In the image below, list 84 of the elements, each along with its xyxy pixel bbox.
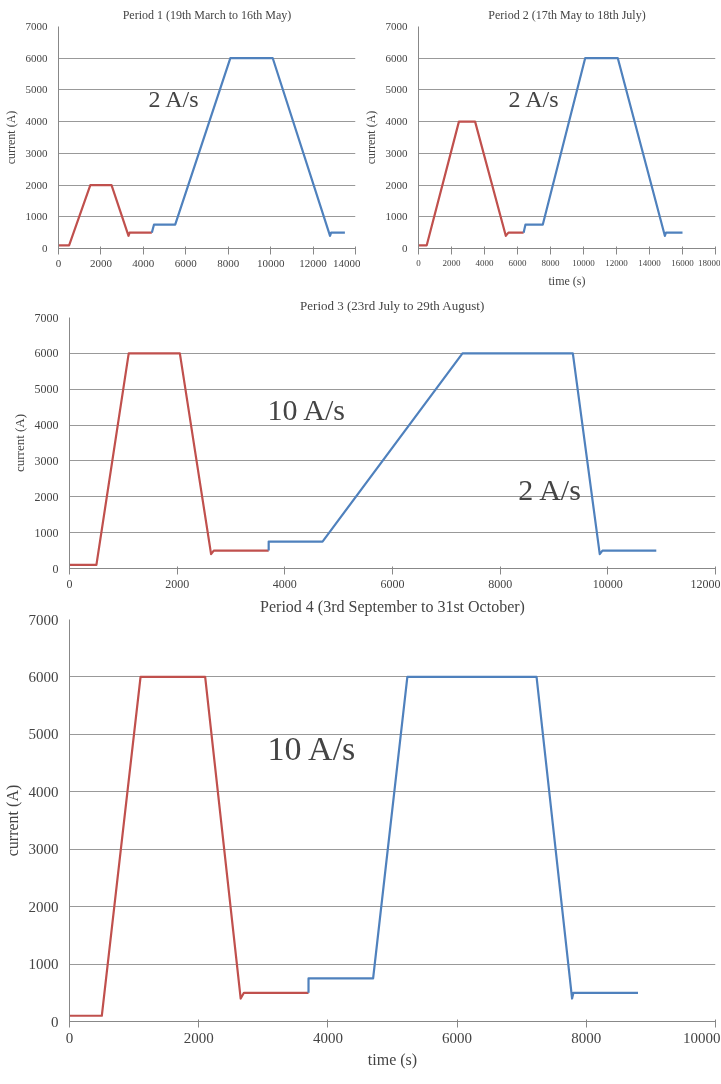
- x-tick-label: 8000: [571, 1029, 602, 1046]
- y-tick-label: 3000: [34, 453, 59, 468]
- y-tick-label: 7000: [28, 611, 59, 628]
- x-tick-label: 8000: [541, 257, 560, 268]
- y-tick-label: 5000: [28, 726, 59, 743]
- line-series: [150, 57, 346, 237]
- y-tick-label: 0: [42, 242, 48, 254]
- y-tick-label: 4000: [385, 115, 408, 128]
- y-tick-label: 6000: [25, 51, 48, 64]
- y-tick-label: 2000: [385, 178, 408, 191]
- y-tick-label: 0: [51, 1013, 59, 1030]
- x-tick-label: 2000: [183, 1029, 214, 1046]
- x-tick-label: 6000: [508, 257, 527, 268]
- y-tick-label: 5000: [25, 83, 48, 96]
- y-tick-label: 1000: [25, 210, 48, 223]
- x-tick-label: 6000: [442, 1029, 473, 1046]
- line-series: [522, 57, 684, 237]
- y-tick-label: 2000: [34, 489, 59, 504]
- y-tick-label: 7000: [385, 20, 408, 32]
- x-tick-label: 2000: [442, 257, 461, 268]
- x-axis-title: time (s): [548, 273, 586, 288]
- y-tick-label: 7000: [34, 310, 59, 325]
- x-tick-label: 8000: [488, 576, 513, 591]
- x-tick-label: 10000: [256, 256, 285, 269]
- y-tick-label: 6000: [385, 51, 408, 64]
- x-tick-label: 18000: [698, 257, 721, 268]
- y-tick-label: 1000: [385, 210, 408, 223]
- line-series: [58, 183, 153, 247]
- y-tick-label: 4000: [28, 783, 59, 800]
- y-tick-label: 0: [52, 561, 59, 576]
- x-tick-label: 14000: [333, 256, 361, 269]
- x-tick-label: 14000: [638, 257, 662, 268]
- x-tick-label: 12000: [690, 576, 721, 591]
- annotation: 10 A/s: [267, 392, 346, 426]
- x-tick-label: 0: [66, 576, 73, 591]
- line-series: [69, 352, 270, 567]
- y-tick-label: 3000: [385, 146, 408, 159]
- y-tick-label: 0: [402, 242, 408, 254]
- chart-title: Period 1 (19th March to 16th May): [122, 7, 292, 22]
- annotation: 2 A/s: [508, 86, 559, 113]
- y-tick-label: 3000: [28, 841, 59, 858]
- y-tick-label: 6000: [28, 668, 59, 685]
- annotation: 2 A/s: [518, 473, 581, 507]
- y-tick-label: 4000: [25, 115, 48, 128]
- y-tick-label: 5000: [34, 382, 59, 397]
- annotation: 10 A/s: [267, 730, 356, 768]
- y-tick-label: 6000: [34, 346, 59, 361]
- x-tick-label: 2000: [89, 256, 113, 269]
- y-tick-label: 5000: [385, 83, 408, 96]
- x-tick-label: 16000: [671, 257, 695, 268]
- x-tick-label: 4000: [132, 256, 155, 269]
- y-axis-title: current (A): [3, 784, 22, 857]
- x-tick-label: 4000: [475, 257, 494, 268]
- chart-title: Period 2 (17th May to 18th July): [488, 7, 646, 22]
- x-tick-label: 2000: [165, 576, 190, 591]
- y-tick-label: 2000: [28, 898, 59, 915]
- y-tick-label: 7000: [25, 20, 48, 32]
- y-axis-title: current (A): [11, 413, 27, 473]
- x-tick-label: 0: [65, 1029, 74, 1046]
- y-axis-title: current (A): [3, 110, 18, 165]
- x-tick-label: 10000: [572, 257, 596, 268]
- chart-title: Period 4 (3rd September to 31st October): [260, 597, 525, 616]
- y-tick-label: 3000: [25, 146, 48, 159]
- line-series: [69, 675, 310, 1017]
- annotation: 2 A/s: [148, 86, 199, 113]
- x-tick-label: 8000: [217, 256, 240, 269]
- y-axis-title: current (A): [363, 110, 378, 165]
- x-tick-label: 6000: [174, 256, 198, 269]
- line-series: [267, 352, 658, 556]
- line-series: [418, 120, 525, 247]
- y-tick-label: 4000: [34, 418, 59, 433]
- x-axis-title: time (s): [367, 1050, 418, 1069]
- x-tick-label: 4000: [272, 576, 297, 591]
- chart-title: Period 3 (23rd July to 29th August): [300, 297, 485, 313]
- y-tick-label: 2000: [25, 178, 48, 191]
- x-tick-label: 4000: [312, 1029, 343, 1046]
- x-tick-label: 10000: [592, 576, 623, 591]
- line-series: [307, 675, 640, 1000]
- x-tick-label: 12000: [605, 257, 629, 268]
- y-tick-label: 1000: [34, 525, 59, 540]
- y-tick-label: 1000: [28, 956, 59, 973]
- x-tick-label: 0: [416, 257, 422, 268]
- x-tick-label: 10000: [683, 1029, 721, 1046]
- x-tick-label: 12000: [299, 256, 328, 269]
